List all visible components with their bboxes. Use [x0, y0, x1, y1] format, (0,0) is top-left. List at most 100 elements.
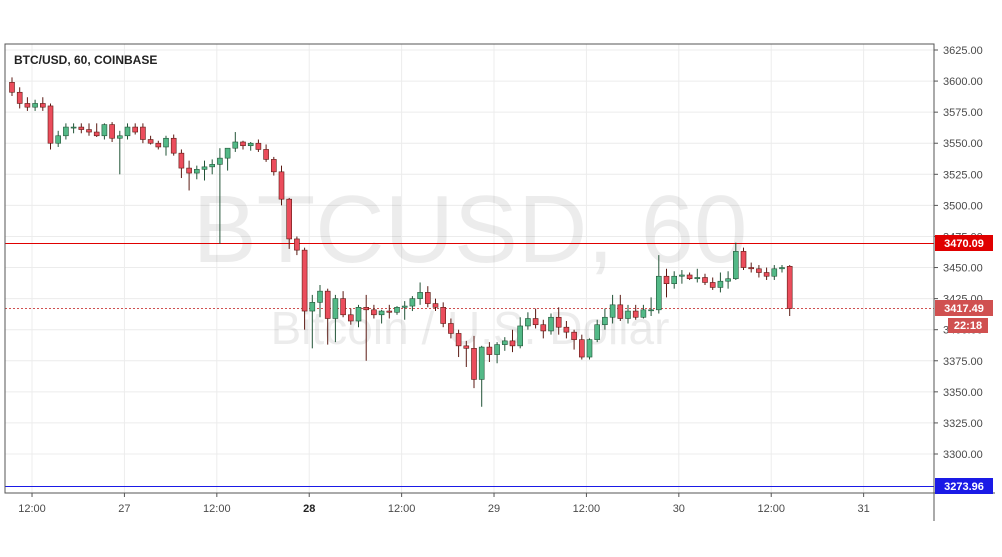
candle-up [163, 135, 169, 156]
candle-body [494, 344, 500, 355]
candle-down [186, 160, 192, 191]
candle-body [294, 238, 300, 251]
candles [9, 77, 793, 407]
y-tick-label: 3325.00 [943, 418, 983, 430]
candle-down [540, 319, 547, 339]
candle-down [132, 123, 138, 135]
candle-body [286, 198, 293, 240]
candle-up [124, 123, 131, 140]
candle-body [394, 307, 400, 313]
candle-down [278, 165, 285, 206]
candle-body [686, 274, 693, 280]
candle-body [617, 304, 624, 319]
candle-body [486, 346, 493, 355]
candle-down [763, 267, 770, 280]
candle-down [363, 294, 370, 361]
candle-up [625, 304, 631, 324]
x-axis: 12:00 27 12:00 28 12:00 29 12:00 30 12:00 31 [18, 493, 870, 515]
candle-body [332, 298, 339, 319]
x-tick-label: 12:00 [203, 503, 231, 515]
candle-up [640, 304, 647, 319]
candle-body [309, 302, 316, 312]
candle-body [655, 275, 662, 311]
candle-body [263, 149, 269, 160]
candle-down [448, 318, 454, 339]
candle-body [317, 290, 323, 303]
candle-down [432, 298, 439, 312]
candle-down [93, 123, 100, 138]
candle-body [47, 105, 54, 144]
candle-down [555, 307, 562, 335]
candle-down [178, 149, 185, 179]
candle-down [109, 122, 115, 142]
candle-down [740, 247, 747, 271]
candle-up [309, 294, 316, 349]
candle-body [771, 268, 778, 277]
candle-down [563, 320, 570, 339]
price-tag-box [935, 478, 993, 494]
candle-body [578, 339, 585, 358]
candle-up [224, 147, 231, 171]
candle-up [771, 265, 778, 280]
candle-body [786, 265, 793, 309]
candle-body [540, 324, 547, 332]
price-tag-box [935, 300, 993, 316]
candle-down [455, 329, 462, 358]
candle-body [525, 318, 531, 327]
candle-up [717, 272, 724, 293]
price-tags: 3470.09 3273.96 3417.49 22:18 [935, 235, 993, 494]
y-tick-label: 3350.00 [943, 387, 983, 399]
candle-up [355, 304, 362, 328]
candle-body [255, 142, 262, 150]
candle-up [32, 99, 38, 111]
y-tick-label: 3575.00 [943, 107, 983, 119]
candle-up [478, 345, 485, 407]
x-tick-label: 30 [673, 503, 685, 515]
candle-body [340, 298, 346, 316]
candle-body [217, 157, 223, 165]
candle-up [201, 160, 208, 181]
candle-body [548, 316, 554, 332]
candle-body [555, 316, 562, 328]
candle-down [47, 103, 54, 150]
candle-up [401, 301, 408, 320]
candle-body [463, 345, 470, 349]
candle-body [663, 275, 670, 284]
candle-up [494, 342, 500, 364]
x-tick-label: 12:00 [18, 503, 46, 515]
candle-down [240, 140, 246, 150]
candle-body [732, 251, 739, 280]
candle-down [532, 308, 539, 329]
candle-down [424, 286, 431, 308]
candle-up [70, 123, 77, 134]
candle-up [671, 271, 678, 289]
candle-body [594, 324, 601, 340]
candle-down [786, 265, 793, 317]
candle-body [93, 131, 100, 137]
candle-body [155, 142, 162, 148]
candle-up [217, 148, 223, 244]
x-tick-label: 12:00 [757, 503, 785, 515]
candle-body [609, 304, 616, 318]
x-tick-label: 29 [488, 503, 500, 515]
candle-body [471, 348, 477, 380]
candle-body [401, 305, 408, 308]
y-tick-label: 3375.00 [943, 356, 983, 368]
candle-body [386, 310, 393, 313]
candle-body [55, 135, 62, 144]
candle-down [155, 140, 162, 150]
candle-body [717, 280, 724, 288]
countdown-box [948, 318, 988, 333]
candle-body [709, 282, 716, 288]
candle-down [16, 87, 23, 109]
candle-body [763, 272, 770, 277]
candle-down [301, 247, 308, 330]
y-tick-label: 3500.00 [943, 200, 983, 212]
candle-down [286, 197, 293, 249]
x-tick-label: 27 [118, 503, 130, 515]
candle-up [232, 132, 239, 152]
candle-up [517, 317, 524, 349]
candle-body [163, 137, 169, 148]
candle-up [332, 294, 339, 343]
price-tag-label: 3470.09 [944, 238, 984, 250]
